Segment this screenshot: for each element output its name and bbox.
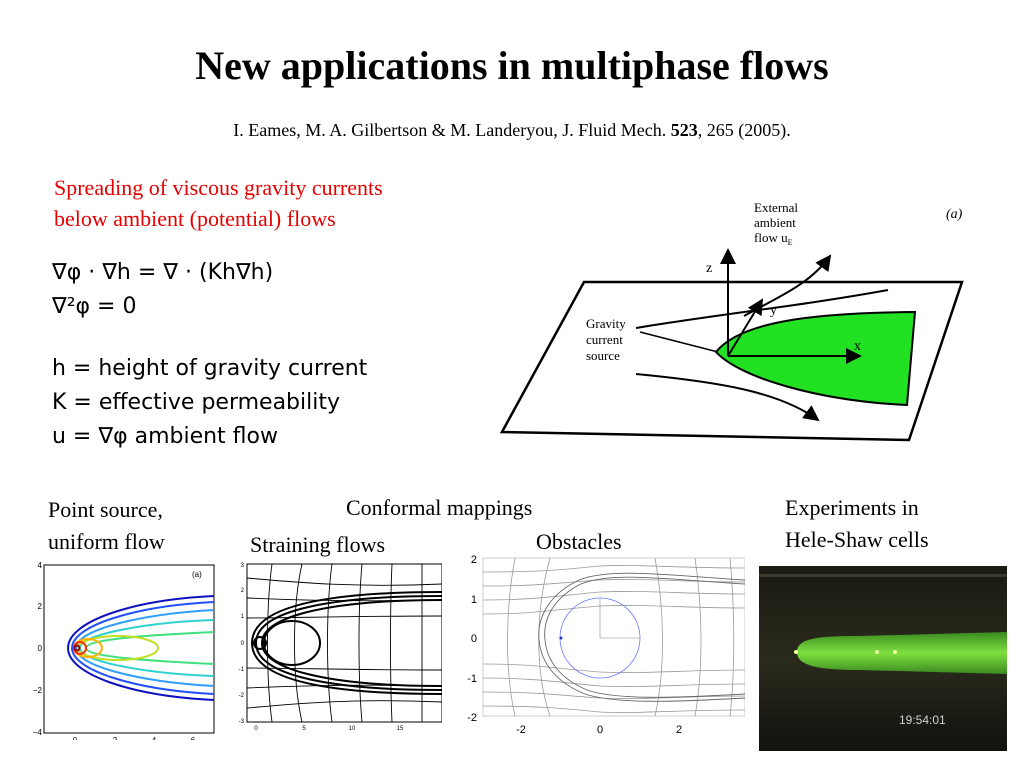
plot-point-source-frame [43, 564, 215, 734]
external-label-3: flow uE [754, 230, 793, 247]
citation-volume: 523 [670, 120, 698, 140]
schematic-panel-label: (a) [946, 207, 963, 222]
xtick-label: 4 [152, 736, 157, 740]
caption-point-source-line-1: Point source, [48, 497, 163, 522]
ytick-label: 0 [471, 633, 477, 645]
source-label-3: source [586, 348, 620, 363]
ytick-label: 1 [471, 594, 477, 606]
caption-straining: Straining flows [250, 532, 386, 557]
spreading-line-2: below ambient (potential) flows [54, 206, 336, 231]
tracer-2 [893, 650, 897, 654]
xtick-label: -2 [516, 724, 526, 736]
xtick-label: 5 [302, 726, 306, 732]
photo-edge [759, 574, 1007, 577]
injection-point [794, 650, 798, 654]
ytick-label: 2 [38, 602, 43, 611]
ytick-label: 2 [241, 588, 245, 594]
gravity-current-schematic: z y x External ambient flow uE Gravity c… [500, 200, 964, 442]
xtick-label: 0 [597, 724, 603, 736]
tracer-1 [875, 650, 879, 654]
citation-rest: , 265 (2005). [697, 120, 791, 140]
caption-experiments-line-1: Experiments in [785, 495, 919, 520]
caption-experiments-line-2: Hele-Shaw cells [785, 527, 929, 552]
source-point [559, 636, 563, 640]
caption-point-source: Point source, uniform flow [48, 494, 165, 558]
ytick-label: −4 [33, 728, 43, 737]
spreading-line-1: Spreading of viscous gravity currents [54, 175, 383, 200]
contour-9 [73, 644, 81, 652]
ytick-label: −2 [33, 686, 43, 695]
obstacles-current [538, 572, 745, 702]
equation-2: ∇²φ = 0 [52, 294, 137, 319]
hele-shaw-photo: 19:54:01 [759, 566, 1007, 751]
ytick-label: -1 [467, 673, 477, 685]
ytick-label: -1 [239, 667, 245, 673]
source-label-1: Gravity [586, 316, 626, 331]
caption-experiments: Experiments in Hele-Shaw cells [785, 492, 929, 556]
source-pointer [639, 331, 719, 353]
ytick-label: -2 [239, 693, 245, 699]
xtick-label: 0 [73, 736, 78, 740]
xtick-label: 2 [113, 736, 118, 740]
ytick-label: -3 [239, 719, 245, 725]
plot-obstacles: 2 1 0 -1 -2 -2 0 2 [467, 554, 745, 736]
plot-straining-frame [246, 563, 442, 723]
caption-conformal: Conformal mappings [346, 495, 533, 520]
streamline-lower [635, 373, 820, 422]
citation-authors: I. Eames, M. A. Gilbertson & M. Landeryo… [233, 120, 667, 140]
ytick-label: 4 [38, 561, 43, 570]
caption-obstacles: Obstacles [536, 529, 622, 554]
definition-u: u = ∇φ ambient flow [52, 424, 278, 449]
y-axis [727, 298, 764, 357]
citation: I. Eames, M. A. Gilbertson & M. Landeryo… [0, 118, 1024, 142]
plot-point-source: (a) 4 2 0 −2 −4 0 2 4 6 [33, 561, 215, 740]
xtick-label: 10 [349, 726, 356, 732]
plot-point-source-panel-label: (a) [192, 570, 202, 579]
contour-1 [66, 595, 215, 701]
caption-point-source-line-2: uniform flow [48, 529, 165, 554]
spreading-heading: Spreading of viscous gravity currents be… [54, 172, 383, 234]
xtick-label: 15 [397, 726, 404, 732]
xtick-label: 2 [676, 724, 682, 736]
contour-2 [70, 601, 215, 695]
xtick-label: 0 [254, 726, 258, 732]
definition-K: K = effective permeability [52, 390, 341, 415]
y-axis-label: y [770, 303, 777, 318]
ytick-label: 2 [471, 554, 477, 566]
contour-3 [74, 609, 215, 687]
photo-timestamp: 19:54:01 [899, 713, 946, 727]
green-current [797, 632, 1007, 674]
x-axis-label: x [854, 339, 861, 354]
ytick-label: 0 [241, 641, 245, 647]
ytick-label: 3 [241, 563, 245, 569]
plot-straining: 3 2 1 0 -1 -2 -3 0 5 10 15 [239, 563, 442, 732]
ytick-label: -2 [467, 712, 477, 724]
gravity-current-region [714, 310, 917, 407]
definition-h: h = height of gravity current [52, 356, 368, 381]
straining-current [250, 591, 442, 695]
external-label-2: ambient [754, 215, 796, 230]
external-label-1: External [754, 200, 798, 215]
xtick-label: 6 [191, 736, 196, 740]
slide-title: New applications in multiphase flows [195, 43, 829, 88]
contour-6 [77, 635, 159, 661]
z-axis-label: z [706, 261, 712, 276]
equation-1: ∇φ · ∇h = ∇ · (Kh∇h) [52, 260, 274, 285]
source-label-2: current [586, 332, 623, 347]
ytick-label: 0 [38, 644, 43, 653]
ytick-label: 1 [241, 614, 245, 620]
